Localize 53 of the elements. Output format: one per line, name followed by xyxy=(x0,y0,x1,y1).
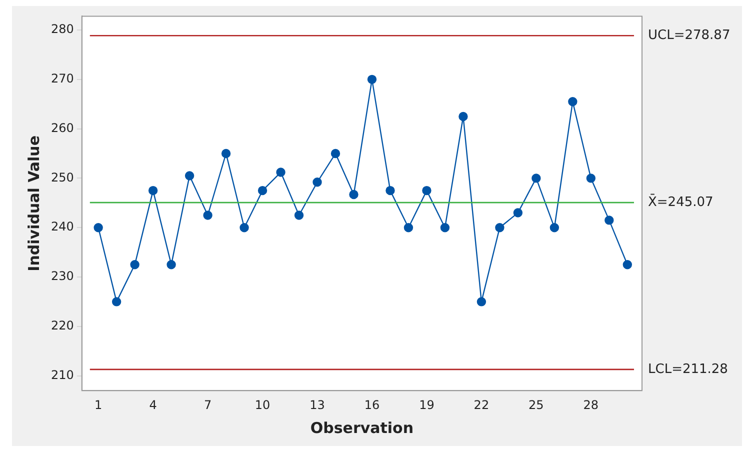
point xyxy=(367,74,377,84)
point xyxy=(404,223,414,232)
point xyxy=(513,208,523,218)
ref-line-label: UCL=278.87 xyxy=(648,28,730,43)
point xyxy=(148,186,158,196)
point xyxy=(184,171,194,180)
y-tick-label: 260 xyxy=(51,120,74,135)
point xyxy=(604,216,614,225)
x-axis-title: Observation xyxy=(310,418,414,437)
x-tick-label: 28 xyxy=(583,398,599,412)
point xyxy=(203,210,212,220)
point xyxy=(221,148,231,158)
point xyxy=(276,168,286,177)
point xyxy=(166,260,176,270)
point xyxy=(532,174,541,183)
y-tick-label: 230 xyxy=(51,269,74,284)
x-tick-label: 10 xyxy=(254,398,270,412)
point xyxy=(349,190,358,200)
point xyxy=(130,260,140,270)
point xyxy=(586,174,596,183)
point xyxy=(568,97,578,106)
point xyxy=(495,223,504,232)
point xyxy=(294,210,304,220)
point xyxy=(112,297,122,306)
point xyxy=(94,223,103,232)
point xyxy=(458,112,468,122)
point xyxy=(476,297,486,306)
point xyxy=(622,260,632,270)
point xyxy=(330,148,340,158)
point xyxy=(386,186,395,196)
y-tick-label: 280 xyxy=(51,22,74,36)
x-tick-label: 7 xyxy=(204,398,212,412)
y-tick-label: 240 xyxy=(51,220,74,234)
x-tick-label: 22 xyxy=(474,398,490,412)
ref-line-label: LCL=211.28 xyxy=(648,362,728,377)
point xyxy=(422,186,432,196)
y-tick-label: 250 xyxy=(51,170,74,184)
point xyxy=(240,223,249,232)
y-axis-title: Individual Value xyxy=(24,135,43,272)
point xyxy=(440,223,450,232)
point xyxy=(312,178,322,187)
x-tick-label: 25 xyxy=(528,398,544,412)
y-tick-label: 270 xyxy=(51,72,74,86)
x-tick-label: 16 xyxy=(364,398,380,412)
x-tick-label: 4 xyxy=(149,398,157,412)
ref-line-label: X̄=245.07 xyxy=(648,194,714,210)
point xyxy=(550,223,560,232)
point xyxy=(258,186,268,196)
x-tick-label: 19 xyxy=(419,398,434,412)
x-tick-label: 1 xyxy=(94,398,102,412)
y-tick-label: 210 xyxy=(51,368,74,382)
y-tick-label: 220 xyxy=(51,318,74,333)
x-tick-label: 13 xyxy=(310,398,325,412)
